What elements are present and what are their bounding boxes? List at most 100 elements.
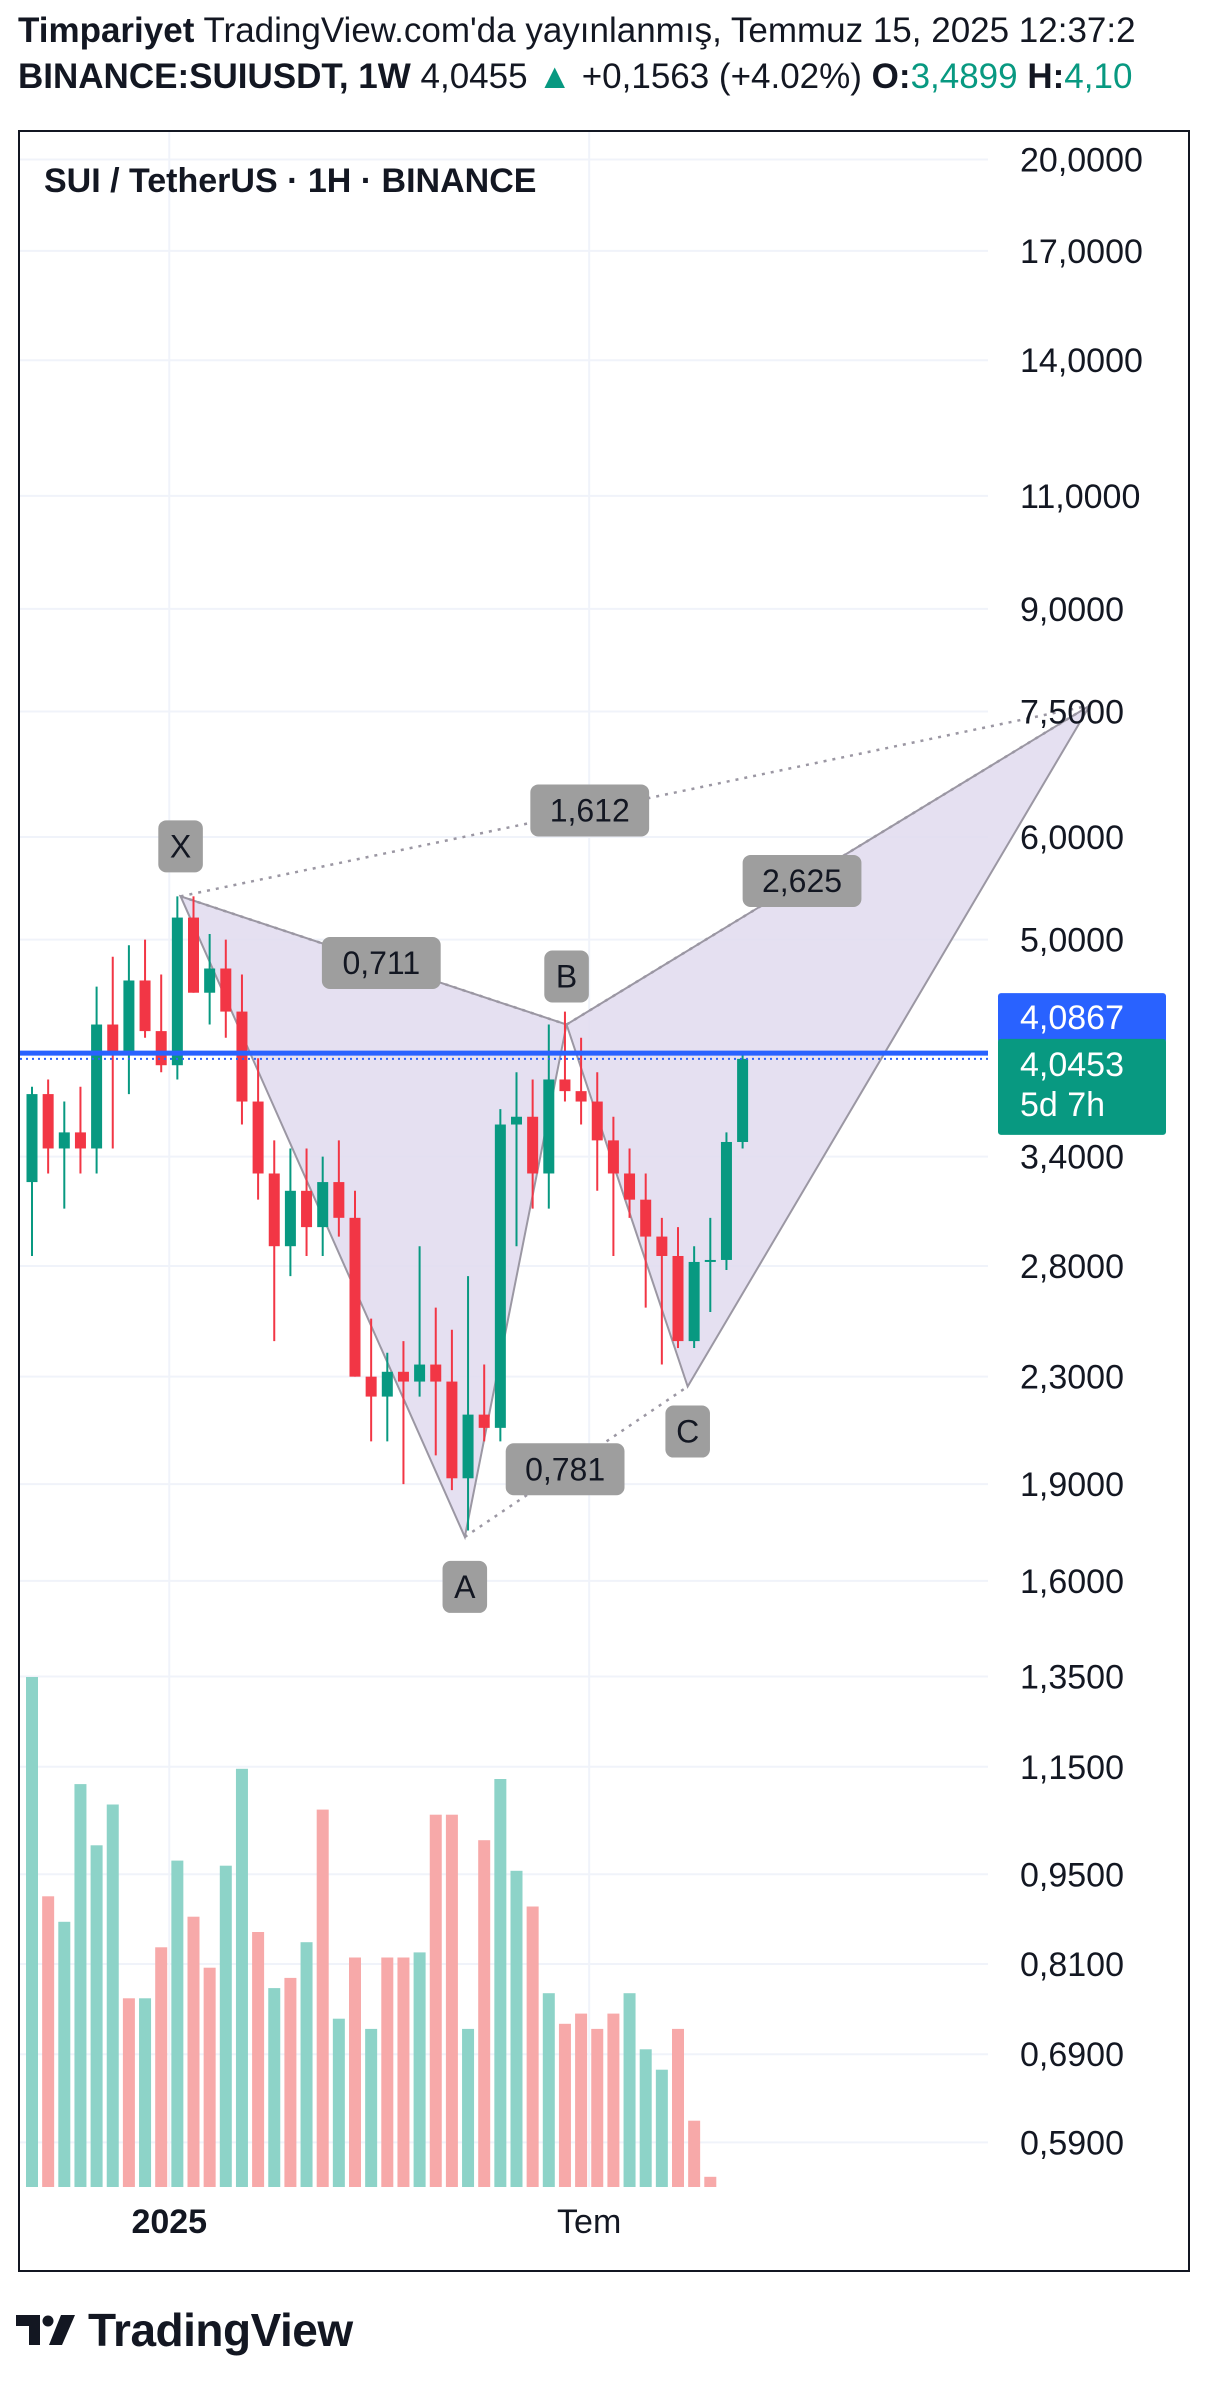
price-axis[interactable]: 20,0000 17,0000 14,0000 11,0000 9,0000 7,5000… bbox=[998, 141, 1166, 2162]
candle-body bbox=[26, 1094, 38, 1183]
ratio-label: 2,625 bbox=[742, 854, 862, 907]
candle-body bbox=[301, 1190, 313, 1228]
volume-bar bbox=[413, 1952, 426, 2187]
pattern-point-b-text: B bbox=[556, 959, 577, 995]
symbol-name: BINANCE:SUIUSDT, 1W bbox=[18, 57, 411, 96]
volume-bar bbox=[171, 1860, 184, 2187]
volume-bar bbox=[42, 1896, 55, 2187]
volume-bar bbox=[219, 1865, 232, 2187]
price-tick-label: 5,0000 bbox=[1020, 922, 1124, 960]
price-tick-label: 1,6000 bbox=[1020, 1563, 1124, 1601]
ratio-label-text: 1,612 bbox=[550, 793, 630, 829]
price-tick-label: 1,9000 bbox=[1020, 1466, 1124, 1504]
candle-body bbox=[704, 1259, 716, 1262]
pattern-point-x: X bbox=[158, 820, 203, 873]
pattern-point-a-bg bbox=[442, 1560, 488, 1613]
candle-body bbox=[236, 1011, 248, 1102]
price-tick-label: 11,0000 bbox=[1020, 478, 1140, 516]
volume-bar bbox=[284, 1977, 297, 2187]
candle-body bbox=[720, 1141, 732, 1260]
price-badge-bg bbox=[998, 993, 1166, 1044]
time-axis[interactable]: 2025 Tem bbox=[131, 2203, 621, 2241]
pattern-point-c-bg bbox=[665, 1405, 710, 1458]
time-tick-label: Tem bbox=[557, 2203, 621, 2241]
volume-bar bbox=[639, 2049, 652, 2187]
volume-bar bbox=[26, 1677, 38, 2187]
candle-body bbox=[268, 1173, 280, 1247]
candle-body bbox=[155, 1031, 167, 1066]
price-tick-label: 2,3000 bbox=[1020, 1359, 1124, 1397]
candle-body bbox=[397, 1371, 409, 1382]
price-tick-label: 1,3500 bbox=[1020, 1659, 1124, 1697]
candle-body bbox=[42, 1094, 54, 1149]
pattern-ratio-line bbox=[180, 704, 1091, 898]
ratio-label-text: 0,781 bbox=[525, 1451, 605, 1487]
volume-bar bbox=[187, 1916, 200, 2187]
candle-body bbox=[381, 1371, 393, 1397]
candle-body bbox=[591, 1101, 603, 1141]
candle-body bbox=[365, 1376, 377, 1397]
volume-bar bbox=[58, 1921, 71, 2187]
pattern-point-a-text: A bbox=[454, 1569, 476, 1605]
volume-bar bbox=[381, 1957, 394, 2187]
price-tick-label: 20,0000 bbox=[1020, 141, 1143, 179]
candle-body bbox=[333, 1182, 345, 1218]
volume-bar bbox=[235, 1768, 248, 2187]
volume-bar bbox=[478, 1840, 491, 2187]
price-tick-label: 7,5000 bbox=[1020, 693, 1124, 731]
price-change: +0,1563 (+4.02%) bbox=[581, 57, 862, 96]
volume-bar bbox=[106, 1804, 119, 2187]
pattern-point-c: C bbox=[665, 1405, 710, 1458]
ratio-label: 1,612 bbox=[530, 784, 650, 837]
countdown-label: 5d 7h bbox=[1020, 1086, 1105, 1124]
volume-bar bbox=[591, 2028, 604, 2187]
pattern-labels: X A B C 0,711 0,781 1,612 2,625 bbox=[158, 784, 862, 1613]
candle-body bbox=[624, 1173, 636, 1200]
volume-bar bbox=[445, 1814, 458, 2187]
tradingview-logo-icon[interactable] bbox=[16, 2312, 78, 2348]
candle-body bbox=[188, 917, 199, 993]
volume-bar bbox=[704, 2176, 717, 2187]
time-tick-label: 2025 bbox=[131, 2203, 207, 2241]
chart-title: SUI / TetherUS · 1H · BINANCE bbox=[44, 162, 536, 200]
candle-body bbox=[204, 968, 216, 993]
volume-bar bbox=[688, 2120, 701, 2187]
tradingview-brand[interactable]: TradingView bbox=[88, 2304, 353, 2356]
volume-bar bbox=[316, 1809, 329, 2187]
candle-body bbox=[688, 1261, 700, 1342]
candle-body bbox=[575, 1091, 587, 1102]
pattern-point-b: B bbox=[544, 950, 589, 1003]
price-tick-label: 3,4000 bbox=[1020, 1139, 1124, 1177]
candle-body bbox=[349, 1217, 361, 1377]
price-tick-label: 17,0000 bbox=[1020, 233, 1143, 271]
volume-bar bbox=[558, 2023, 571, 2187]
volume-bar bbox=[349, 1957, 361, 2187]
price-badge-value: 4,0867 bbox=[1020, 999, 1124, 1037]
price-tick-label: 2,8000 bbox=[1020, 1248, 1124, 1286]
chart-frame[interactable]: X A B C 0,711 0,781 1,612 2,625 20,0000 17,0000 1… bbox=[18, 130, 1190, 2272]
pattern-point-x-bg bbox=[158, 820, 203, 873]
price-tick-label: 0,8100 bbox=[1020, 1946, 1124, 1984]
pattern-triangle-xab bbox=[178, 894, 568, 1541]
volume-bar bbox=[252, 1932, 265, 2187]
candle-body bbox=[478, 1414, 490, 1428]
up-triangle-icon: ▲ bbox=[537, 57, 572, 96]
volume-bars bbox=[26, 1677, 717, 2187]
volume-bar bbox=[462, 2028, 475, 2187]
price-chart[interactable]: X A B C 0,711 0,781 1,612 2,625 20,0000 17,0000 1… bbox=[20, 132, 1190, 2272]
price-lines bbox=[20, 1050, 988, 1060]
volume-bar bbox=[74, 1784, 87, 2187]
candle-body bbox=[91, 1024, 103, 1149]
price-tick-label: 9,0000 bbox=[1020, 591, 1124, 629]
candle-body bbox=[107, 1024, 119, 1052]
candle-body bbox=[139, 980, 151, 1032]
candle-body bbox=[527, 1116, 539, 1174]
ratio-label-text: 2,625 bbox=[762, 863, 842, 899]
volume-bar bbox=[575, 2013, 588, 2187]
high-value: 4,10 bbox=[1064, 57, 1133, 96]
pattern-point-c-text: C bbox=[676, 1414, 699, 1450]
author-name[interactable]: Timpariyet bbox=[18, 11, 195, 50]
volume-bar bbox=[268, 1988, 281, 2187]
candle-body bbox=[171, 917, 183, 1066]
price-tick-label: 0,5900 bbox=[1020, 2124, 1124, 2162]
